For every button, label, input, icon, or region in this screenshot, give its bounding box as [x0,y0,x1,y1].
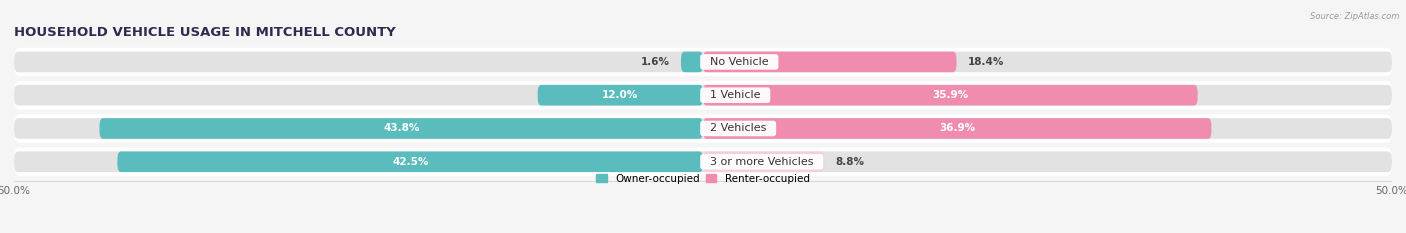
FancyBboxPatch shape [14,48,1392,76]
Text: 43.8%: 43.8% [382,123,419,134]
Text: 1.6%: 1.6% [641,57,669,67]
Text: 36.9%: 36.9% [939,123,976,134]
FancyBboxPatch shape [14,51,1392,72]
Text: Source: ZipAtlas.com: Source: ZipAtlas.com [1309,12,1399,21]
Text: 42.5%: 42.5% [392,157,429,167]
FancyBboxPatch shape [14,148,1392,176]
Text: No Vehicle: No Vehicle [703,57,776,67]
Text: 12.0%: 12.0% [602,90,638,100]
Legend: Owner-occupied, Renter-occupied: Owner-occupied, Renter-occupied [592,169,814,188]
Text: 1 Vehicle: 1 Vehicle [703,90,768,100]
FancyBboxPatch shape [703,118,1212,139]
Text: HOUSEHOLD VEHICLE USAGE IN MITCHELL COUNTY: HOUSEHOLD VEHICLE USAGE IN MITCHELL COUN… [14,26,396,39]
FancyBboxPatch shape [537,85,703,106]
FancyBboxPatch shape [703,85,1198,106]
Text: 18.4%: 18.4% [967,57,1004,67]
FancyBboxPatch shape [703,51,956,72]
FancyBboxPatch shape [14,114,1392,143]
FancyBboxPatch shape [117,151,703,172]
FancyBboxPatch shape [14,118,1392,139]
Text: 3 or more Vehicles: 3 or more Vehicles [703,157,821,167]
FancyBboxPatch shape [703,151,824,172]
FancyBboxPatch shape [681,51,703,72]
Text: 8.8%: 8.8% [835,157,865,167]
FancyBboxPatch shape [14,81,1392,109]
FancyBboxPatch shape [14,151,1392,172]
FancyBboxPatch shape [100,118,703,139]
Text: 35.9%: 35.9% [932,90,969,100]
FancyBboxPatch shape [14,85,1392,106]
Text: 2 Vehicles: 2 Vehicles [703,123,773,134]
